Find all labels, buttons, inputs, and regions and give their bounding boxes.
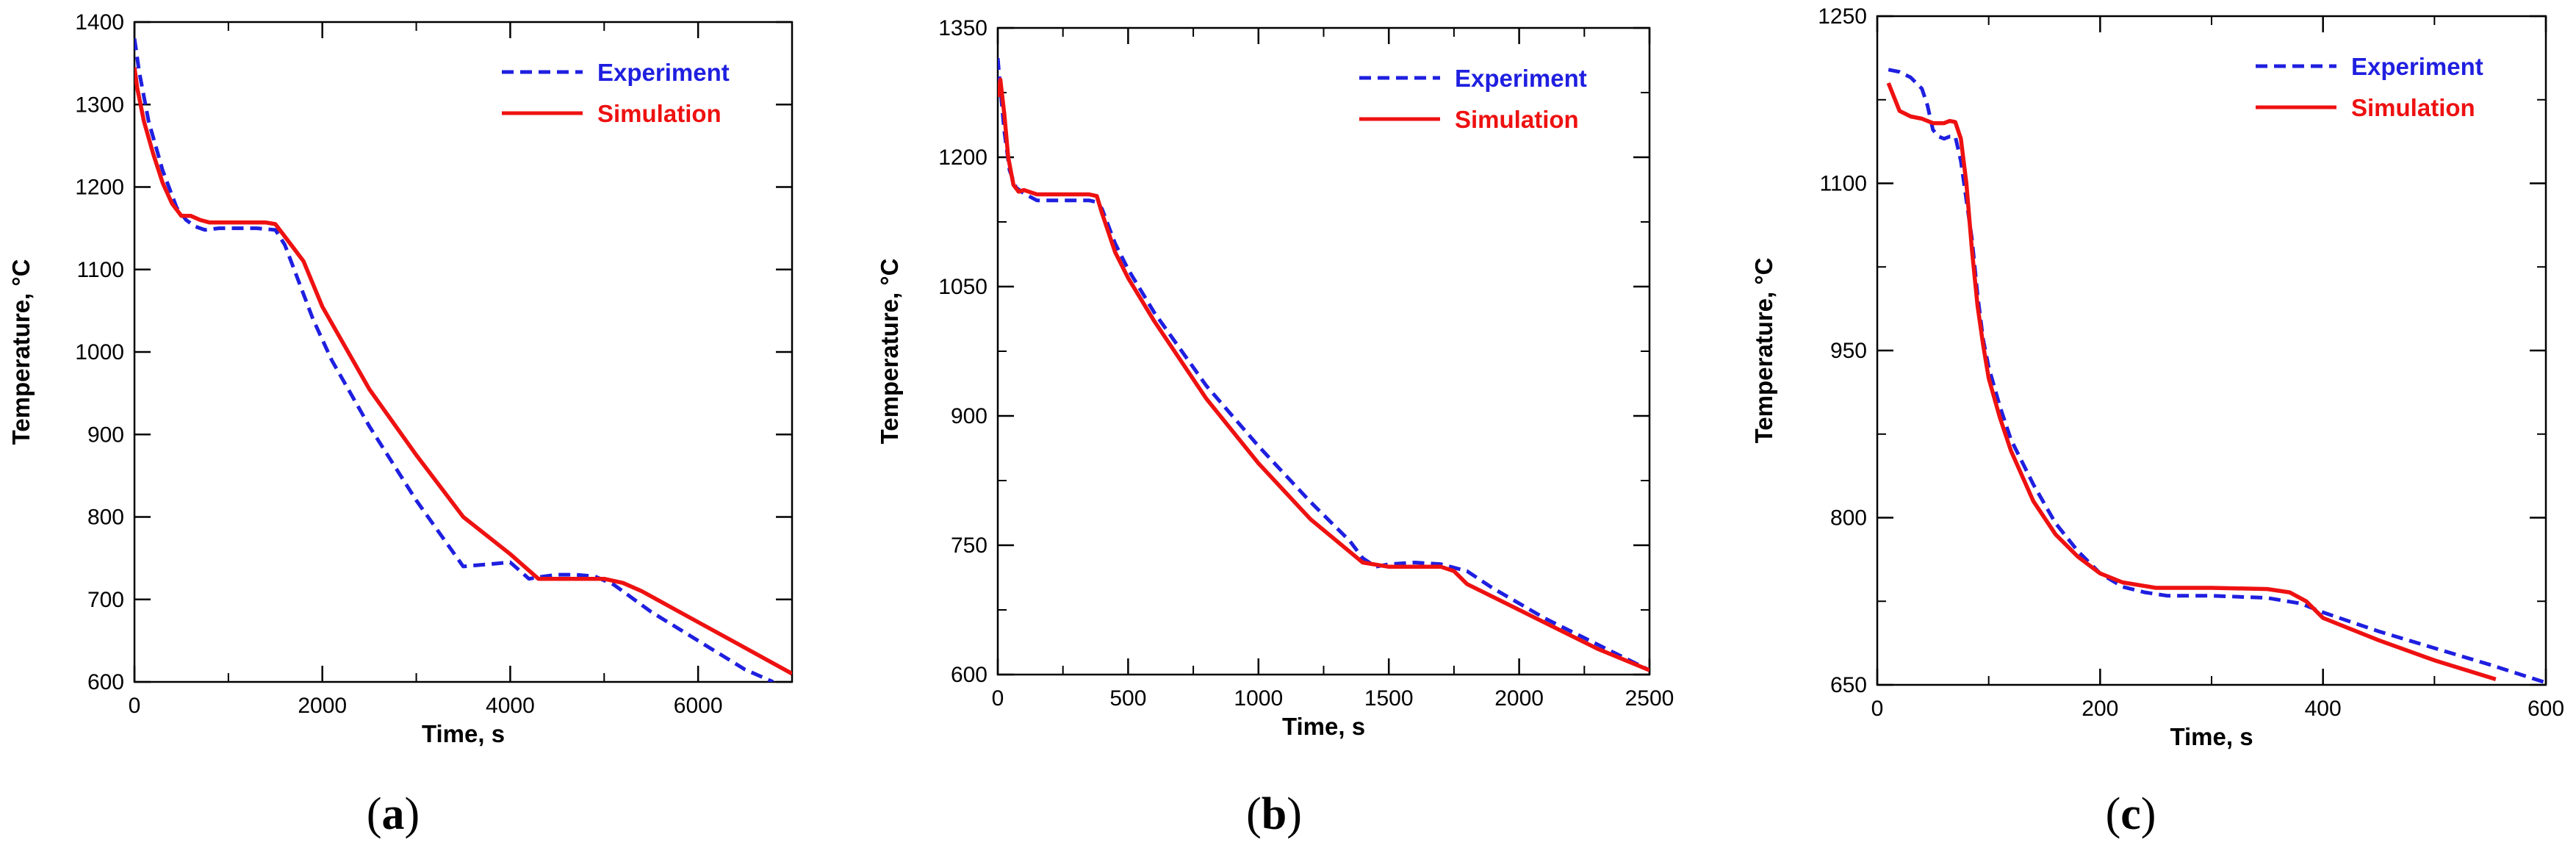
y-tick-label: 900 (951, 404, 987, 428)
legend-label-simulation: Simulation (1455, 106, 1579, 133)
x-axis-title: Time, s (422, 720, 505, 747)
y-axis-title: Temperature, °C (1750, 258, 1777, 444)
x-axis-title: Time, s (2170, 723, 2253, 750)
x-tick-label: 2000 (298, 694, 347, 718)
x-tick-label: 2500 (1625, 686, 1674, 711)
legend-label-simulation: Simulation (2351, 94, 2475, 121)
x-tick-label: 2000 (1494, 686, 1544, 711)
x-tick-label: 500 (1109, 686, 1146, 711)
y-tick-label: 900 (87, 423, 124, 447)
y-tick-label: 1000 (75, 340, 124, 364)
y-tick-label: 1100 (76, 258, 124, 282)
x-axis-title: Time, s (1282, 713, 1365, 740)
x-tick-label: 1500 (1364, 686, 1414, 711)
x-tick-label: 0 (1871, 697, 1884, 721)
y-tick-label: 1050 (938, 275, 987, 299)
series-line-simulation (134, 67, 792, 676)
y-axis-title: Temperature, °C (7, 259, 35, 445)
x-tick-label: 6000 (674, 694, 723, 718)
y-tick-label: 800 (1830, 506, 1867, 531)
y-tick-label: 1100 (1819, 172, 1867, 196)
y-tick-label: 1300 (75, 93, 124, 117)
y-tick-label: 700 (87, 588, 124, 612)
chart-panel-a: 0 2000 4000 6000 600 700 800 900 1000 1100 1200 130… (7, 10, 794, 839)
x-tick-label: 4000 (486, 694, 535, 718)
legend-label-simulation: Simulation (597, 100, 722, 127)
x-tick-label: 1000 (1234, 686, 1283, 711)
y-tick-label: 650 (1830, 673, 1867, 697)
x-tick-label: 600 (2528, 697, 2564, 721)
panel-label: (b) (1246, 789, 1302, 839)
y-tick-label: 600 (87, 670, 124, 694)
panel-label: (a) (367, 789, 420, 839)
legend-label-experiment: Experiment (2351, 53, 2483, 80)
y-tick-label: 950 (1830, 339, 1867, 363)
series-line-simulation (1886, 82, 2497, 682)
y-axis-title: Temperature, °C (876, 259, 903, 445)
legend-label-experiment: Experiment (597, 59, 730, 86)
series-line-experiment (1888, 68, 2546, 685)
legend-label-experiment: Experiment (1455, 65, 1587, 92)
y-tick-label: 1200 (938, 145, 987, 170)
x-tick-label: 0 (129, 694, 141, 718)
y-tick-label: 1200 (75, 176, 124, 200)
x-tick-label: 200 (2082, 697, 2118, 721)
y-tick-label: 800 (87, 506, 124, 530)
y-tick-label: 750 (951, 533, 987, 558)
y-tick-label: 1250 (1818, 4, 1867, 29)
x-tick-label: 400 (2305, 697, 2342, 721)
y-tick-label: 600 (951, 663, 987, 687)
panel-label: (c) (2106, 789, 2156, 839)
chart-panel-b: 0 500 1000 1500 2000 2500 600 750 900 1050 1200 135… (876, 16, 1674, 839)
y-tick-label: 1400 (75, 10, 124, 35)
y-tick-label: 1350 (938, 16, 987, 40)
series-line-simulation (998, 77, 1649, 672)
x-tick-label: 0 (992, 686, 1004, 711)
chart-panel-c: 0 200 400 600 650 800 950 1100 1250 Time, s Temper… (1750, 4, 2564, 839)
